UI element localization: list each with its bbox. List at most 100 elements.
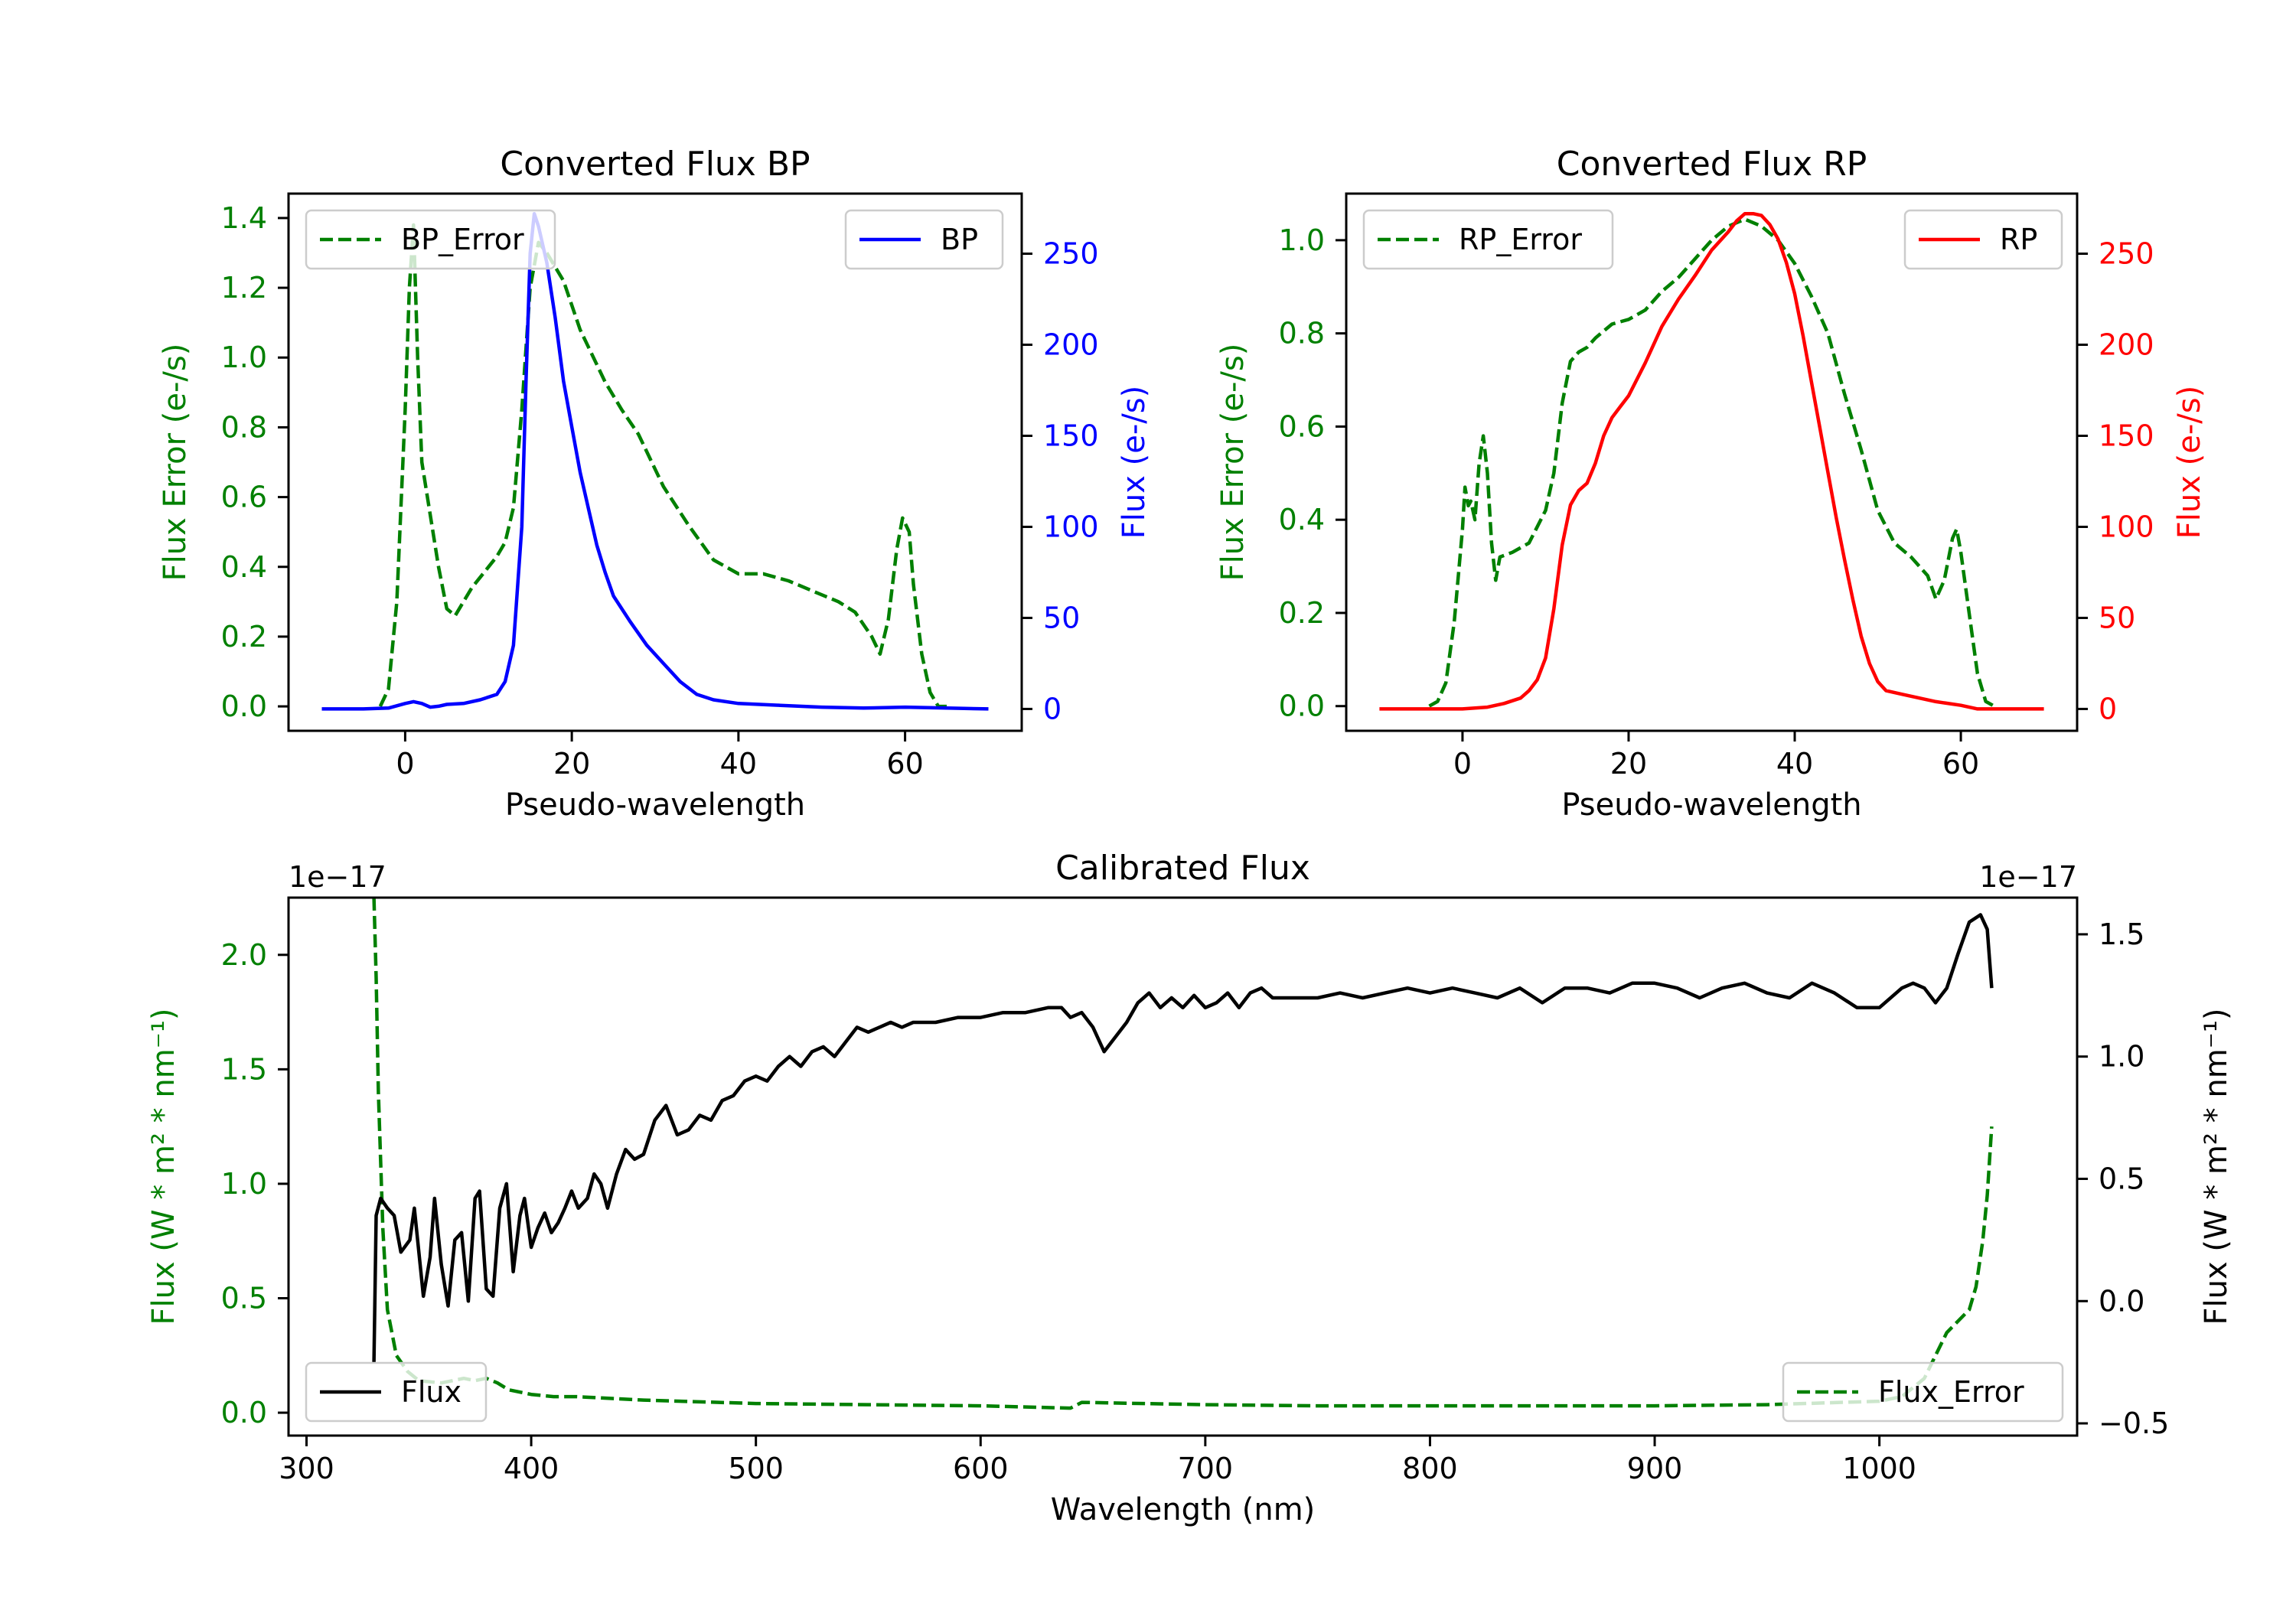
chart-calibrated: Calibrated Flux 300 400 500 600 700 800 900 1000…	[146, 849, 2234, 1527]
chart-title: Converted Flux BP	[500, 145, 810, 184]
y-right-tick-label: 200	[1043, 328, 1099, 362]
y-left-axis-label: Flux Error (e-/s)	[158, 344, 193, 582]
x-axis-label: Wavelength (nm)	[1051, 1492, 1316, 1527]
y-right-axis-label: Flux (e-/s)	[1117, 386, 1152, 539]
y-right-tick-label: 1.5	[2099, 918, 2144, 951]
y-right-tick-label: 200	[2099, 328, 2154, 362]
y-right-tick-label: 0.5	[2099, 1162, 2144, 1195]
chart-bp: Converted Flux BP 0 20 40 60 Pseudo-wavelengt…	[158, 145, 1152, 823]
y-left-tick-label: 0.8	[221, 410, 267, 444]
x-tick-label: 900	[1627, 1452, 1683, 1485]
legend-box	[1903, 209, 2063, 270]
y-left-tick-label: 0.5	[221, 1282, 267, 1315]
x-tick-label: 400	[504, 1452, 559, 1485]
y-left-tick-label: 0.4	[1279, 503, 1325, 536]
x-tick-label: 60	[1942, 747, 1979, 781]
legend-box	[844, 209, 1004, 270]
axes-frame	[287, 896, 2079, 1437]
legend-box	[1782, 1361, 2064, 1423]
y-left-axis-label: Flux Error (e-/s)	[1215, 344, 1251, 582]
series-line-rp	[1379, 211, 2044, 711]
y-left-tick-label: 0.6	[221, 481, 267, 514]
x-tick-label: 40	[720, 747, 757, 781]
y-left-tick-label: 0.6	[1279, 409, 1325, 443]
y-left-tick-label: 0.0	[221, 1396, 267, 1429]
y-right-offset-label: 1e−17	[1979, 860, 2077, 894]
legend: Flux_Error	[1782, 1361, 2064, 1423]
y-right-tick-label: −0.5	[2099, 1407, 2169, 1440]
legend-label: RP	[2000, 223, 2037, 256]
y-right-tick-label: 150	[2099, 419, 2154, 452]
x-axis-label: Pseudo-wavelength	[1561, 787, 1861, 823]
y-right-tick-label: 1.0	[2099, 1040, 2144, 1074]
y-left-tick-label: 1.0	[221, 1167, 267, 1201]
legend: BP_Error	[305, 209, 556, 270]
x-axis-label: Pseudo-wavelength	[505, 787, 805, 823]
axes-frame	[1345, 192, 2079, 732]
y-left-tick-label: 2.0	[221, 938, 267, 972]
series-group	[372, 898, 1994, 1410]
chart-rp: Converted Flux RP 0 20 40 60 Pseudo-wavelengt…	[1215, 145, 2207, 823]
y-right-tick-label: 50	[1043, 601, 1080, 634]
x-tick-label: 600	[953, 1452, 1009, 1485]
x-tick-label: 40	[1776, 747, 1813, 781]
x-tick-label: 0	[1453, 747, 1472, 781]
legend-label: BP	[941, 223, 978, 256]
y-right-tick-label: 0	[2099, 692, 2117, 725]
y-left-tick-label: 0.0	[1279, 689, 1325, 723]
x-tick-label: 20	[1610, 747, 1647, 781]
legend-label: Flux_Error	[1878, 1375, 2024, 1409]
x-tick-label: 20	[553, 747, 590, 781]
y-left-tick-label: 1.2	[221, 271, 267, 305]
x-tick-label: 60	[886, 747, 923, 781]
y-left-tick-label: 0.8	[1279, 317, 1325, 350]
y-left-tick-label: 1.0	[221, 341, 267, 374]
x-tick-label: 300	[279, 1452, 334, 1485]
series-line-rp-error	[1428, 217, 1995, 708]
y-left-tick-label: 0.0	[221, 689, 267, 723]
y-right-axis-label: Flux (W * m² * nm⁻¹)	[2199, 1009, 2234, 1325]
y-left-tick-label: 0.2	[221, 620, 267, 654]
y-left-tick-label: 1.0	[1279, 223, 1325, 257]
chart-title: Calibrated Flux	[1055, 849, 1310, 888]
x-tick-label: 1000	[1842, 1452, 1916, 1485]
legend: Flux	[305, 1361, 488, 1423]
y-right-tick-label: 50	[2099, 601, 2135, 634]
y-left-tick-label: 1.4	[221, 201, 267, 235]
legend-box	[305, 1361, 488, 1423]
legend-label: Flux	[401, 1375, 461, 1409]
legend-box	[305, 209, 556, 270]
x-tick-label: 700	[1178, 1452, 1234, 1485]
x-tick-label: 500	[728, 1452, 784, 1485]
y-right-tick-label: 250	[1043, 237, 1099, 271]
series-line-bp	[321, 211, 989, 711]
series-line-flux-error	[372, 898, 1994, 1410]
y-left-tick-label: 0.2	[1279, 596, 1325, 630]
legend: RP_Error	[1362, 209, 1614, 270]
legend: BP	[844, 209, 1004, 270]
y-left-tick-label: 0.4	[221, 550, 267, 584]
x-tick-label: 0	[396, 747, 414, 781]
y-right-tick-label: 150	[1043, 419, 1099, 452]
y-left-tick-label: 1.5	[221, 1052, 267, 1086]
series-line-bp-error	[378, 223, 947, 709]
y-right-tick-label: 0	[1043, 692, 1062, 725]
axes-frame	[287, 192, 1023, 732]
y-right-tick-label: 100	[1043, 510, 1099, 543]
x-tick-label: 800	[1402, 1452, 1458, 1485]
legend-label: RP_Error	[1459, 223, 1582, 256]
legend-label: BP_Error	[401, 223, 524, 256]
series-group	[321, 211, 989, 711]
y-right-tick-label: 250	[2099, 237, 2154, 271]
legend: RP	[1903, 209, 2063, 270]
y-right-tick-label: 0.0	[2099, 1284, 2144, 1318]
y-left-axis-label: Flux (W * m² * nm⁻¹)	[146, 1009, 181, 1325]
chart-title: Converted Flux RP	[1557, 145, 1867, 184]
y-right-axis-label: Flux (e-/s)	[2172, 386, 2207, 539]
series-line-flux	[372, 913, 1994, 1363]
y-right-tick-label: 100	[2099, 510, 2154, 543]
y-left-offset-label: 1e−17	[289, 860, 386, 894]
legend-box	[1362, 209, 1614, 270]
series-group	[1379, 211, 2044, 711]
